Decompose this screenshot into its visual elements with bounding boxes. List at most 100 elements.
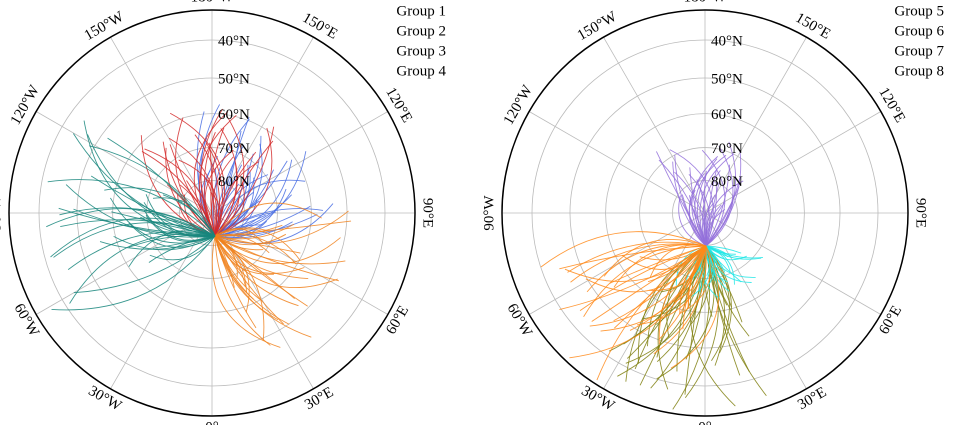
trajectory (214, 235, 308, 307)
trajectory (214, 235, 246, 287)
trajectory (591, 245, 707, 322)
trajectory (705, 245, 736, 255)
trajectory (687, 245, 707, 309)
polar-map: 40°N50°N60°N70°N80°N180°W150°E120°E90°E6… (481, 0, 944, 425)
trajectory (69, 233, 216, 304)
trajectory (67, 231, 216, 271)
meridian (603, 36, 706, 214)
trajectory (209, 142, 216, 237)
longitude-label: 90°W (0, 195, 4, 231)
trajectory (705, 245, 726, 273)
trajectory (649, 245, 707, 291)
trajectory (53, 222, 216, 258)
trajectory (212, 119, 250, 237)
trajectory (214, 235, 274, 275)
trajectory (99, 235, 216, 250)
meridian (35, 212, 213, 315)
trajectory (214, 235, 339, 282)
map-rim (501, 9, 909, 417)
trajectory (694, 154, 727, 247)
trajectory (73, 235, 216, 294)
trajectory (110, 197, 216, 244)
map-rim (8, 9, 416, 417)
trajectory (206, 143, 223, 237)
meridian (528, 111, 706, 214)
meridian (110, 36, 213, 214)
trajectory (669, 149, 714, 247)
trajectory (678, 195, 707, 247)
latitude-label: 80°N (711, 174, 743, 190)
trajectory (104, 187, 216, 237)
latitude-label: 60°N (218, 107, 250, 123)
legend-entry: Group 1 (396, 3, 446, 19)
trajectory (144, 148, 216, 237)
trajectory (60, 219, 216, 237)
meridian (110, 212, 213, 390)
trajectory (703, 194, 716, 247)
trajectory (603, 239, 707, 277)
trajectory (214, 224, 283, 237)
latitude-label: 60°N (711, 107, 743, 123)
trajectory (214, 128, 238, 237)
trajectory (653, 245, 707, 355)
trajectory (214, 235, 290, 325)
latitude-label: 80°N (218, 174, 250, 190)
trajectory (47, 179, 216, 237)
meridian (704, 212, 882, 315)
trajectory (214, 202, 322, 237)
trajectory (670, 245, 719, 369)
trajectory (113, 235, 216, 251)
legend-entry: Group 5 (894, 3, 944, 19)
trajectory (540, 231, 707, 268)
longitude-label: 90°E (913, 198, 929, 228)
meridian (704, 212, 807, 390)
trajectory (596, 245, 707, 381)
trajectory (614, 245, 707, 329)
trajectory (621, 245, 707, 270)
trajectory (705, 245, 731, 273)
trajectory (148, 235, 216, 263)
trajectory (688, 174, 711, 247)
longitude-label: 90°W (481, 195, 497, 231)
legend-entry: Group 4 (396, 63, 446, 79)
trajectory (672, 245, 711, 410)
trajectory (705, 186, 740, 247)
trajectory (613, 245, 707, 322)
trajectory (198, 114, 237, 237)
latitude-label: 70°N (218, 141, 250, 157)
longitude-label: 0° (205, 419, 219, 425)
trajectory (585, 245, 707, 293)
trajectory (214, 210, 349, 245)
latitude-label: 40°N (218, 33, 250, 49)
trajectory (680, 245, 711, 314)
meridian (528, 212, 706, 315)
trajectory (705, 180, 744, 247)
trajectory (46, 208, 216, 237)
trajectory (214, 115, 245, 237)
trajectory (214, 235, 305, 274)
legend-entry: Group 8 (894, 63, 944, 79)
trajectory (214, 223, 295, 240)
trajectory (702, 202, 714, 247)
trajectory (705, 164, 731, 247)
trajectory (703, 170, 707, 247)
legend-entry: Group 3 (396, 43, 446, 59)
trajectory (73, 133, 216, 237)
trajectory (214, 127, 273, 237)
trajectory (205, 177, 217, 237)
trajectory (674, 154, 707, 247)
latitude-label: 40°N (711, 33, 743, 49)
trajectory (169, 112, 225, 237)
trajectory (214, 194, 292, 237)
trajectory (659, 245, 707, 340)
trajectory (214, 235, 271, 346)
trajectory (559, 245, 707, 270)
trajectory (697, 158, 718, 247)
longitude-label: 90°E (420, 198, 436, 228)
meridian (211, 36, 314, 214)
trajectory (564, 245, 707, 282)
longitude-label: 180°W (191, 0, 234, 5)
trajectory (83, 120, 216, 237)
